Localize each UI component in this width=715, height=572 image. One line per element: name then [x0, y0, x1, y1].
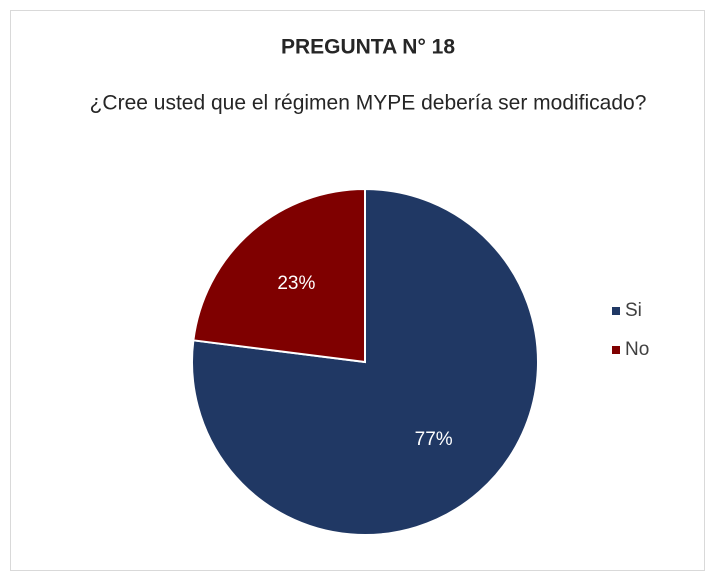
legend-label: Si — [625, 300, 642, 321]
data-label: 23% — [277, 273, 315, 294]
legend-label: No — [625, 339, 649, 360]
chart-title: PREGUNTA N° 18 — [281, 36, 455, 59]
legend-marker — [612, 346, 620, 354]
pie-slice — [192, 187, 366, 364]
data-label: 77% — [415, 429, 453, 450]
chart-subtitle: ¿Cree usted que el régimen MYPE debería … — [90, 92, 647, 115]
legend-marker — [612, 307, 620, 315]
